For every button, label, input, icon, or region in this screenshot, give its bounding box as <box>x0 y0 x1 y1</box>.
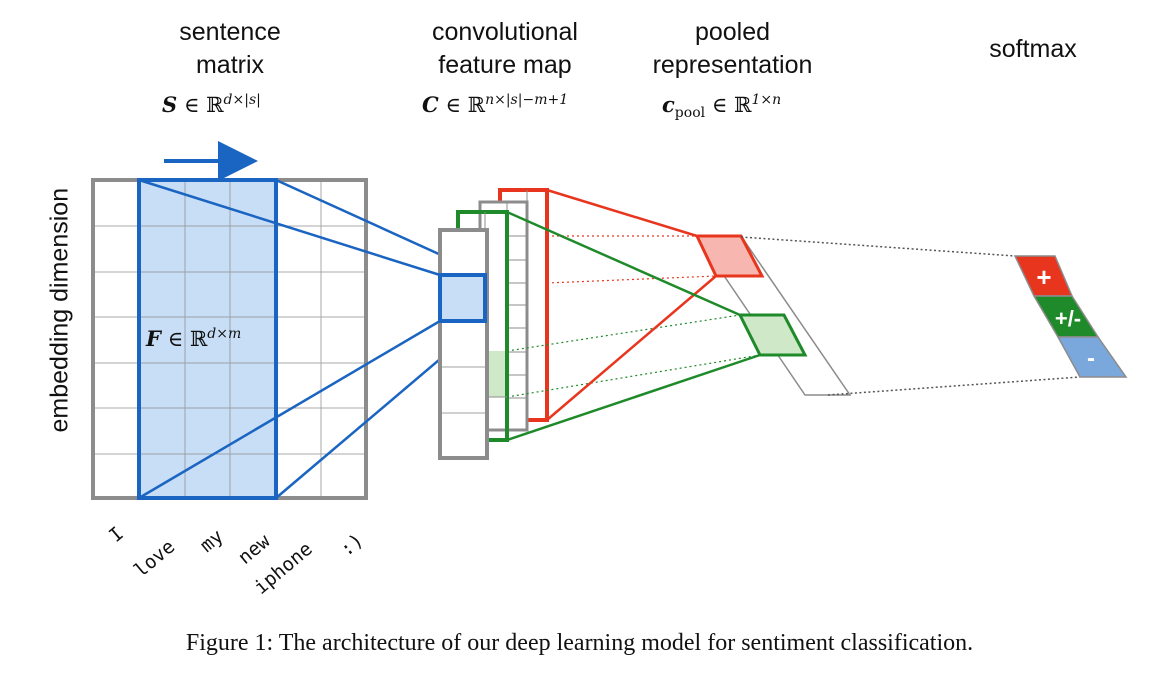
math-c-symbol: c <box>662 92 675 117</box>
math-sentence-matrix: S ∈ ℝd×|s| <box>162 92 261 117</box>
math-S-symbol: S <box>162 92 178 117</box>
header-pooled: pooled representation <box>630 16 835 82</box>
math-filter: F ∈ ℝd×m <box>146 326 241 351</box>
feature-map-green-highlight <box>485 351 507 397</box>
math-c-sub: pool <box>674 105 706 122</box>
header-pooled-line1: pooled <box>694 18 771 46</box>
math-S-set: ∈ ℝ <box>183 93 224 117</box>
math-conv-map: C ∈ ℝn×|s|−m+1 <box>422 92 568 117</box>
header-conv-map: convolutional feature map <box>405 16 605 82</box>
math-c-sup: 1×n <box>751 92 782 108</box>
softmax-output: + +/- - <box>1013 255 1128 378</box>
softmax-label-neutral: +/- <box>1055 306 1081 331</box>
math-c-set: ∈ ℝ <box>711 93 752 117</box>
softmax-dotted-lines <box>740 236 1081 396</box>
pooled-cell-green <box>737 313 808 357</box>
feature-map-front <box>438 228 489 460</box>
pooled-representation <box>694 234 852 396</box>
figure-caption: Figure 1: The architecture of our deep l… <box>185 630 974 656</box>
math-pooled: cpool ∈ ℝ1×n <box>662 92 781 121</box>
header-sentence-matrix: sentence matrix <box>150 16 310 82</box>
convolved-cell <box>438 273 487 323</box>
softmax-negative <box>1056 336 1128 378</box>
header-conv-map-line2: feature map <box>438 51 572 79</box>
softmax-label-positive: + <box>1036 262 1051 292</box>
red-pooling-lines <box>546 188 717 421</box>
header-sentence-matrix-line1: sentence <box>179 18 281 46</box>
header-conv-map-line1: convolutional <box>432 18 578 46</box>
math-C-symbol: C <box>422 92 439 117</box>
softmax-label-negative: - <box>1087 345 1095 372</box>
filter-window-fill <box>139 180 276 498</box>
math-C-sup: n×|s|−m+1 <box>485 92 569 108</box>
header-pooled-line2: representation <box>652 51 813 79</box>
math-F-symbol: F <box>146 326 161 351</box>
header-softmax-line: softmax <box>989 35 1077 63</box>
math-F-set: ∈ ℝ <box>167 327 208 351</box>
pooled-cell-red <box>694 234 765 278</box>
green-pooling-lines <box>506 210 761 442</box>
header-sentence-matrix-line2: matrix <box>195 51 265 79</box>
math-F-sup: d×m <box>207 326 242 342</box>
math-C-set: ∈ ℝ <box>445 93 486 117</box>
math-S-sup: d×|s| <box>223 92 261 108</box>
filter-window-border <box>137 178 278 500</box>
sentence-matrix <box>91 178 368 500</box>
header-softmax: softmax <box>968 33 1098 66</box>
pooling-dotted-lines <box>506 235 761 398</box>
